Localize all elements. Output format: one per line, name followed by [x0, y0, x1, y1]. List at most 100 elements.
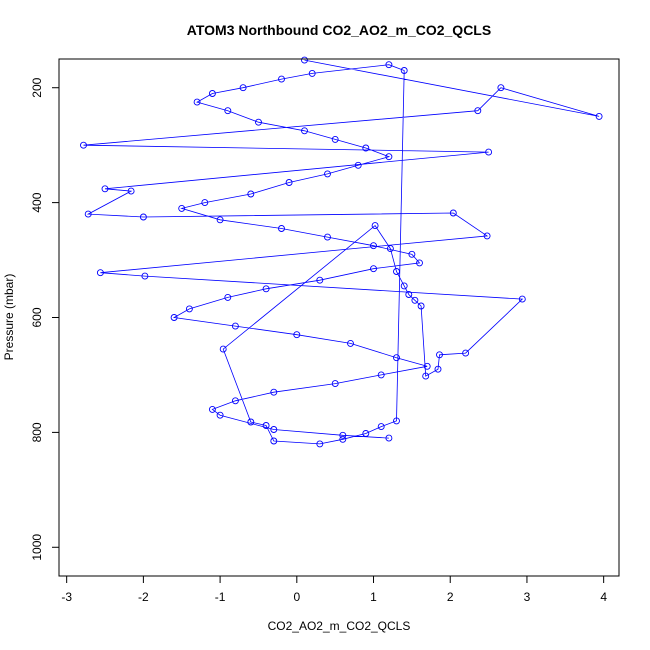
- data-point: [436, 351, 443, 359]
- x-tick-label: 4: [600, 590, 607, 604]
- data-point: [385, 61, 393, 69]
- data-point: [316, 276, 324, 284]
- data-point: [422, 372, 430, 380]
- data-point: [285, 179, 293, 186]
- data-point: [474, 107, 482, 115]
- data-point: [417, 302, 425, 310]
- x-tick-label: -1: [215, 590, 226, 604]
- data-point: [393, 354, 400, 362]
- data-point: [170, 314, 178, 321]
- data-point: [416, 259, 423, 267]
- data-point: [224, 293, 232, 301]
- data-point: [497, 84, 505, 92]
- data-point: [370, 242, 377, 250]
- data-point: [224, 107, 232, 115]
- data-point: [193, 98, 201, 106]
- data-point: [239, 84, 247, 92]
- data-point: [483, 232, 491, 240]
- data-point: [316, 440, 324, 448]
- data-point: [408, 250, 416, 258]
- data-point: [377, 423, 385, 431]
- y-axis: 200 400 600 800 1000: [30, 77, 60, 561]
- data-point: [262, 422, 270, 429]
- data-point: [393, 268, 400, 275]
- data-point: [595, 112, 603, 120]
- data-point: [201, 199, 209, 207]
- data-point: [400, 67, 408, 74]
- data-point: [385, 434, 393, 442]
- data-point: [247, 190, 255, 198]
- data-point: [208, 90, 216, 97]
- chart-title: ATOM3 Northbound CO2_AO2_m_CO2_QCLS: [187, 22, 491, 38]
- x-tick-label: 2: [447, 590, 454, 604]
- data-point: [80, 141, 87, 149]
- data-point: [324, 170, 331, 178]
- data-point: [354, 161, 362, 169]
- data-point: [385, 153, 393, 161]
- data-point: [262, 285, 270, 293]
- y-tick-label: 200: [30, 77, 44, 97]
- data-point: [377, 371, 385, 379]
- data-point: [208, 405, 216, 413]
- data-point: [247, 418, 255, 426]
- data-point: [293, 331, 301, 339]
- data-point: [347, 339, 354, 347]
- x-axis-label: CO2_AO2_m_CO2_QCLS: [268, 619, 411, 633]
- data-point: [216, 411, 224, 419]
- data-point: [434, 365, 442, 373]
- data-point: [255, 118, 262, 126]
- data-point: [219, 345, 227, 353]
- data-point: [405, 291, 413, 298]
- y-tick-label: 600: [30, 307, 44, 327]
- data-point: [370, 265, 377, 273]
- plot-data: [80, 56, 603, 448]
- data-point: [216, 216, 224, 224]
- data-point: [278, 75, 285, 83]
- plot-frame: [58, 58, 620, 577]
- data-point: [139, 213, 147, 221]
- data-point: [101, 185, 109, 193]
- data-point: [386, 245, 394, 253]
- data-point: [331, 380, 339, 388]
- data-point: [308, 69, 316, 77]
- data-point: [371, 222, 379, 230]
- data-point: [178, 204, 186, 212]
- data-point: [400, 282, 408, 290]
- x-tick-label: -3: [61, 590, 72, 604]
- x-tick-label: 0: [293, 590, 300, 604]
- x-tick-label: 3: [524, 590, 531, 604]
- data-point: [231, 397, 239, 405]
- data-point: [339, 435, 347, 443]
- data-point: [324, 233, 331, 241]
- data-point: [270, 426, 278, 433]
- x-tick-label: 1: [370, 590, 377, 604]
- data-point: [301, 56, 308, 64]
- data-point: [393, 417, 400, 425]
- data-point: [462, 349, 470, 357]
- y-tick-label: 400: [30, 192, 44, 212]
- data-point: [278, 225, 285, 232]
- x-tick-label: -2: [138, 590, 149, 604]
- data-point: [423, 362, 431, 370]
- data-point: [84, 210, 92, 218]
- data-point: [362, 430, 370, 437]
- series-line: [83, 59, 600, 445]
- data-point: [301, 127, 308, 135]
- y-axis-label: Pressure (mbar): [2, 274, 16, 361]
- x-axis: -3 -2 -1 0 1 2 3 4: [61, 575, 607, 604]
- data-point: [96, 269, 104, 277]
- data-point: [231, 322, 239, 330]
- data-point: [339, 431, 347, 439]
- data-point: [362, 144, 370, 152]
- y-tick-label: 800: [30, 422, 44, 442]
- data-point: [270, 388, 278, 396]
- data-point: [411, 296, 419, 304]
- data-point: [127, 187, 135, 195]
- data-point: [331, 135, 339, 143]
- data-point: [185, 305, 193, 313]
- data-point: [518, 295, 526, 303]
- data-point: [485, 148, 493, 156]
- data-point: [141, 272, 149, 280]
- y-tick-label: 1000: [30, 534, 44, 561]
